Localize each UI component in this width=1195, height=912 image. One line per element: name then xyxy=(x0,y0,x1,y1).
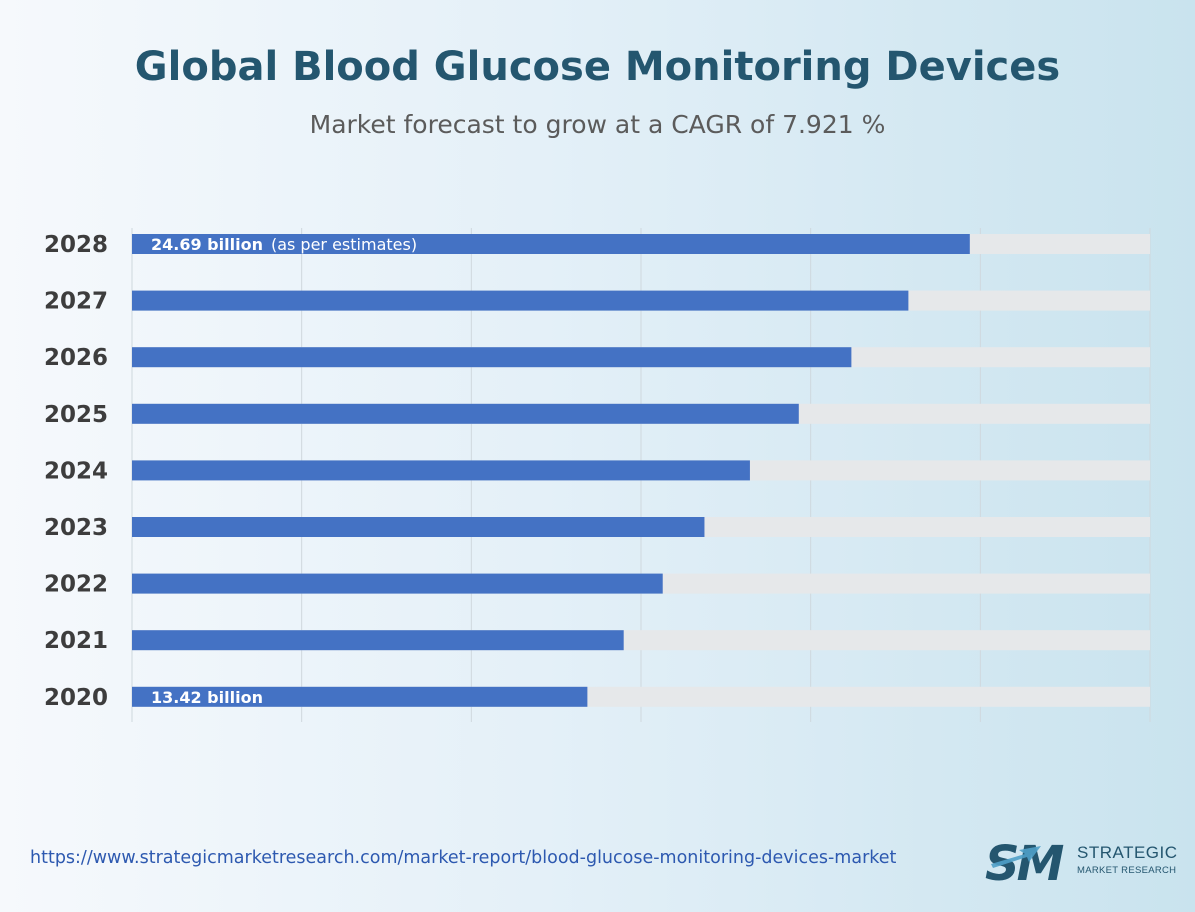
bar-2028 xyxy=(132,234,970,254)
bar-2020 xyxy=(132,686,588,707)
bar-2022 xyxy=(132,573,663,594)
data-label: 13.42 billion xyxy=(151,688,263,707)
bar-2027 xyxy=(132,290,909,311)
chart-subtitle: Market forecast to grow at a CAGR of 7.9… xyxy=(309,110,886,139)
bar-2024 xyxy=(132,460,750,481)
sm-logo-icon: SM xyxy=(985,836,1067,886)
logo-text: STRATEGIC MARKET RESEARCH xyxy=(1077,844,1178,876)
logo-line-2: MARKET RESEARCH xyxy=(1077,865,1177,876)
year-label: 2023 xyxy=(44,515,108,541)
bar-2021 xyxy=(132,630,624,651)
year-label: 2025 xyxy=(44,402,108,428)
bar-2026 xyxy=(132,347,852,368)
logo-line-1: STRATEGIC xyxy=(1077,843,1178,862)
chart-title: Global Blood Glucose Monitoring Devices xyxy=(134,44,1061,90)
data-label: 24.69 billion (as per estimates) xyxy=(151,235,417,254)
company-logo: SM STRATEGIC MARKET RESEARCH xyxy=(985,836,1177,886)
bar-2025 xyxy=(132,403,799,424)
year-label: 2024 xyxy=(44,458,108,484)
year-label: 2026 xyxy=(44,345,108,371)
data-label-value: 13.42 billion xyxy=(151,688,263,707)
logo-mark-text: SM xyxy=(985,836,1064,886)
bar-2023 xyxy=(132,517,705,537)
year-label: 2020 xyxy=(44,685,108,711)
year-label: 2021 xyxy=(44,628,108,654)
year-label: 2027 xyxy=(44,289,108,315)
year-label: 2022 xyxy=(44,572,108,598)
data-label-value: 24.69 billion xyxy=(151,235,263,254)
year-label: 2028 xyxy=(44,232,108,258)
source-link[interactable]: https://www.strategicmarketresearch.com/… xyxy=(30,848,897,868)
data-label-note: (as per estimates) xyxy=(271,235,417,254)
